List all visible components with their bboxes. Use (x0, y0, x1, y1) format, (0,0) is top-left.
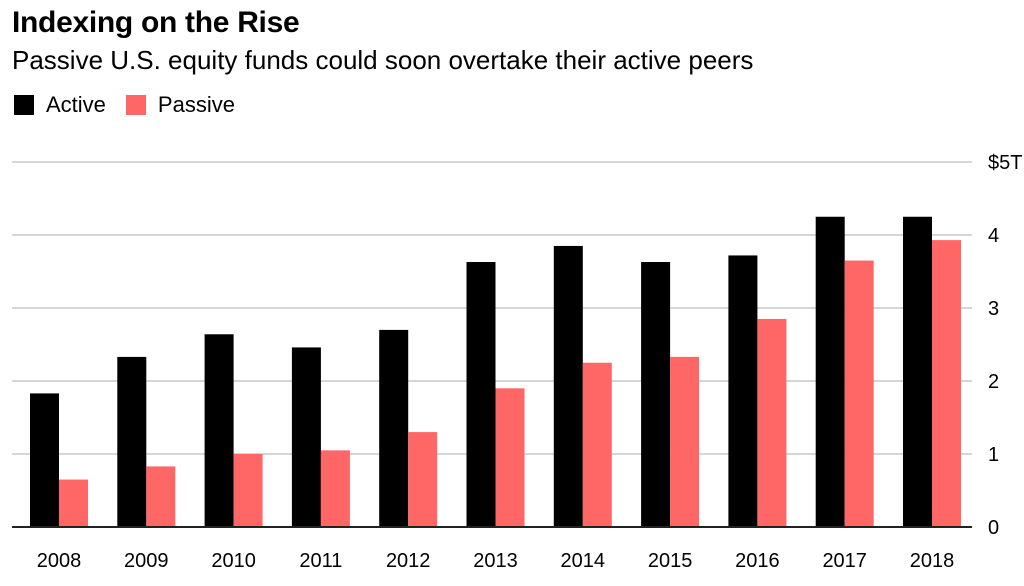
legend: Active Passive (14, 92, 255, 118)
bar-passive-2016 (757, 318, 787, 527)
x-tick-label: 2018 (910, 550, 955, 572)
bar-active-2014 (553, 245, 583, 527)
y-tick-label: 3 (988, 298, 999, 320)
bar-active-2015 (641, 262, 671, 527)
chart-title: Indexing on the Rise (12, 6, 300, 39)
legend-item-active: Active (14, 92, 106, 118)
bar-passive-2015 (670, 356, 700, 527)
y-tick-label: $5T (988, 152, 1022, 174)
legend-swatch-passive (125, 95, 146, 115)
bar-passive-2010 (233, 454, 263, 527)
legend-label-active: Active (46, 92, 106, 117)
x-tick-label: 2016 (735, 550, 780, 572)
bar-active-2011 (291, 347, 321, 527)
bar-passive-2011 (320, 450, 350, 527)
bar-active-2018 (903, 216, 932, 527)
bar-active-2012 (379, 329, 409, 527)
bar-passive-2009 (146, 466, 176, 527)
x-tick-label: 2015 (648, 550, 693, 572)
bar-active-2008 (30, 393, 59, 527)
bar-passive-2008 (59, 479, 88, 527)
y-tick-label: 2 (988, 371, 999, 393)
legend-swatch-active (14, 95, 34, 115)
y-tick-label: 0 (988, 517, 999, 539)
x-tick-label: 2012 (386, 550, 431, 572)
bar-active-2013 (466, 262, 496, 527)
x-tick-label: 2009 (124, 550, 169, 572)
x-tick-label: 2017 (822, 550, 867, 572)
x-tick-label: 2011 (299, 550, 342, 572)
bar-passive-2018 (932, 240, 961, 528)
x-tick-label: 2010 (211, 550, 256, 572)
bar-passive-2017 (844, 260, 874, 527)
bar-active-2016 (728, 255, 758, 527)
bar-passive-2012 (408, 432, 438, 527)
bar-active-2009 (117, 356, 147, 527)
y-tick-label: 1 (988, 444, 999, 466)
bar-passive-2013 (495, 388, 525, 527)
bar-passive-2014 (582, 362, 612, 527)
bar-active-2010 (204, 334, 234, 527)
x-tick-label: 2013 (473, 550, 518, 572)
bar-active-2017 (815, 216, 845, 527)
x-tick-label: 2008 (37, 550, 82, 572)
legend-label-passive: Passive (157, 92, 235, 117)
y-tick-label: 4 (988, 225, 999, 247)
legend-item-passive: Passive (125, 92, 235, 118)
x-tick-label: 2014 (561, 550, 606, 572)
chart-subtitle: Passive U.S. equity funds could soon ove… (12, 45, 754, 75)
